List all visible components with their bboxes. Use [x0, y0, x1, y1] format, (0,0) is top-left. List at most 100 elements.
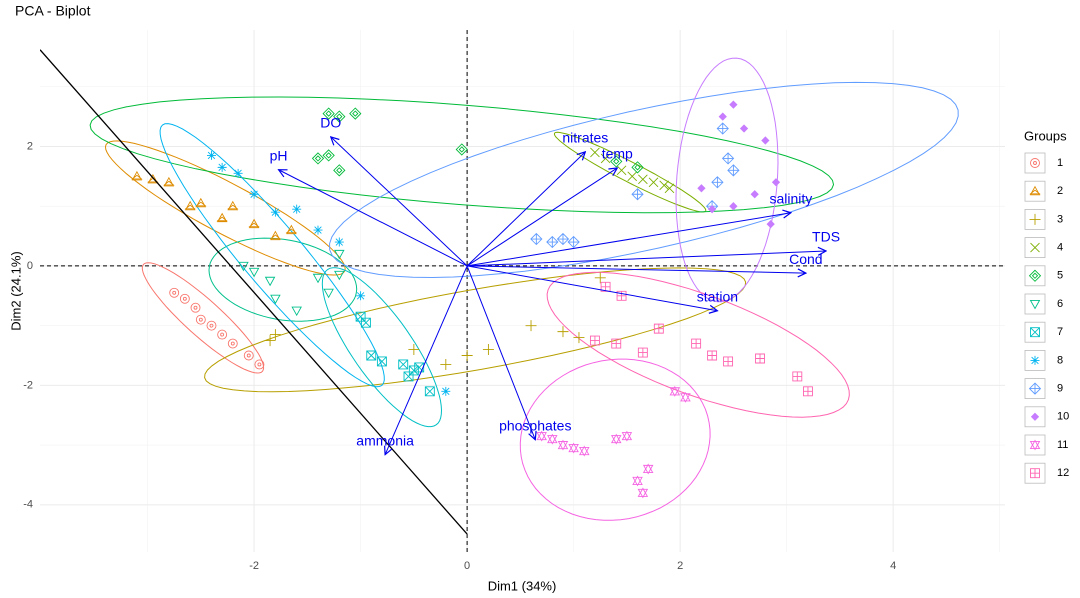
data-point [264, 276, 276, 287]
data-point [707, 205, 717, 214]
data-point [243, 350, 254, 361]
data-point [334, 237, 344, 247]
data-point [322, 149, 335, 162]
data-point [621, 430, 633, 442]
data-point [398, 359, 409, 370]
data-point [568, 442, 579, 454]
data-point [546, 235, 559, 249]
group-ellipse [519, 358, 711, 521]
data-point [217, 162, 227, 172]
data-point [333, 164, 346, 177]
data-point [691, 338, 702, 349]
data-point [579, 445, 590, 457]
data-point [355, 311, 366, 322]
data-point [233, 168, 243, 178]
data-point [755, 353, 765, 364]
data-point [573, 332, 585, 344]
data-point [238, 261, 249, 272]
group-ellipse [553, 131, 707, 213]
x-axis-title: Dim1 (34%) [488, 578, 557, 593]
data-point [195, 197, 207, 208]
chart-title: PCA - Biplot [15, 3, 91, 19]
legend-symbol [1029, 185, 1041, 196]
data-point [455, 143, 468, 156]
data-point [729, 100, 738, 109]
data-point [440, 358, 452, 370]
legend-title: Groups [1024, 128, 1067, 143]
legend-label: 3 [1057, 213, 1063, 225]
data-point [616, 165, 627, 176]
data-point [270, 207, 280, 217]
arrow-label: pH [270, 147, 288, 163]
data-point [637, 487, 649, 499]
data-point [557, 439, 569, 451]
data-point [711, 176, 724, 189]
arrow-label: Cond [789, 251, 822, 267]
data-point [611, 338, 622, 349]
data-point [322, 107, 335, 120]
legend-label: 1 [1057, 157, 1063, 169]
data-point [269, 230, 282, 241]
arrow-label: ammonia [356, 432, 414, 448]
legend-key [1024, 434, 1046, 456]
data-point [131, 170, 143, 181]
data-point [285, 224, 298, 235]
data-point [461, 350, 473, 362]
legend-label: 6 [1057, 298, 1063, 310]
data-point [616, 290, 627, 301]
data-point [169, 287, 180, 298]
legend-symbol [1029, 439, 1041, 451]
data-point [163, 176, 175, 187]
data-point [408, 344, 420, 356]
data-point [761, 136, 770, 145]
y-tick-label: -2 [23, 379, 33, 391]
data-point [227, 200, 239, 211]
x-tick-label: 4 [890, 560, 896, 572]
grid [40, 30, 1005, 552]
data-point [313, 225, 323, 235]
data-point [653, 323, 664, 334]
y-tick-label: -4 [23, 499, 33, 511]
reference-segment [40, 49, 468, 535]
arrow-label: DO [320, 115, 341, 131]
data-point [349, 107, 362, 120]
data-point [264, 335, 276, 347]
group-ellipse [675, 57, 779, 303]
legend-symbol [1029, 299, 1041, 310]
data-point [632, 475, 643, 487]
data-point [403, 371, 414, 382]
loading-arrow [331, 137, 468, 267]
data-point [659, 180, 669, 191]
data-point [680, 391, 691, 403]
x-tick-label: -2 [249, 560, 259, 572]
x-tick-label: 2 [677, 560, 683, 572]
data-point [334, 270, 345, 281]
data-point [547, 433, 558, 445]
group-ellipse [329, 81, 959, 279]
data-point [206, 150, 216, 160]
panel [40, 30, 1005, 552]
data-point [631, 161, 644, 174]
data-point [248, 267, 260, 278]
group-ellipse [104, 140, 346, 276]
data-point [248, 218, 260, 229]
legend-key [1024, 265, 1046, 287]
data-point [556, 232, 570, 246]
data-point [803, 386, 813, 397]
loading-arrow [385, 265, 468, 455]
data-point [323, 288, 334, 299]
arrow-label: salinity [770, 190, 813, 206]
data-point [216, 212, 228, 223]
legend-label: 9 [1057, 383, 1063, 395]
data-point [414, 362, 425, 373]
group-ellipse [159, 123, 385, 388]
data-point [525, 320, 537, 332]
data-point [312, 273, 324, 284]
data-point [356, 291, 366, 301]
data-point [727, 164, 740, 177]
legend-key [1024, 180, 1046, 202]
data-point [638, 174, 648, 185]
data-point [594, 272, 606, 284]
